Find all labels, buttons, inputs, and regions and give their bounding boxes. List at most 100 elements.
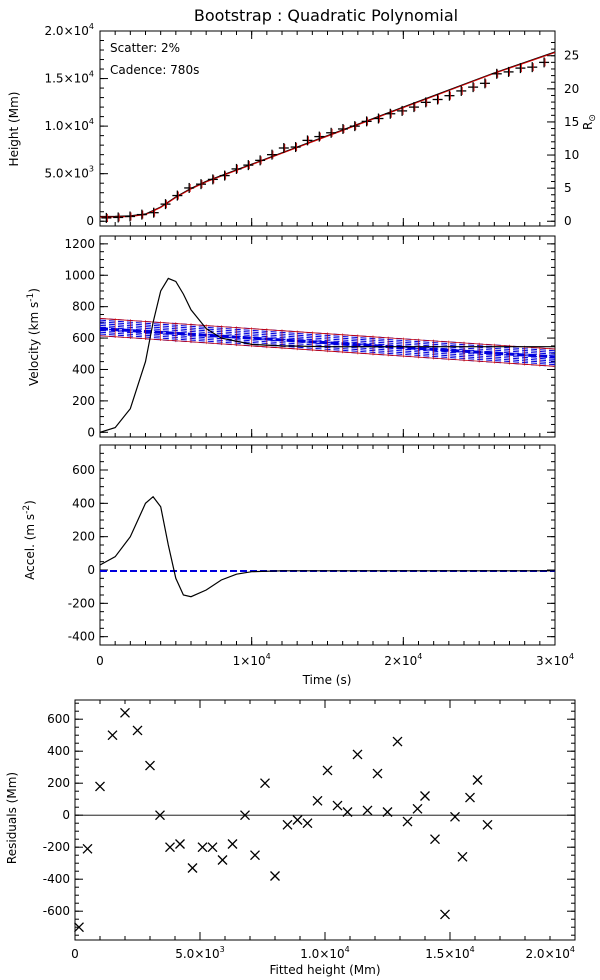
- height-y2tick-label: 5: [564, 181, 572, 195]
- residual-point: [302, 818, 313, 829]
- residual-point: [342, 807, 353, 817]
- velocity-ytick-label: 0: [87, 425, 95, 439]
- acceleration-y-axis-label: Accel. (m s-2): [22, 500, 37, 580]
- height-y2tick-label: 0: [564, 214, 572, 228]
- residual-point-stroke: [95, 781, 105, 792]
- accel-ytick-label: 400: [72, 496, 95, 510]
- height-ytick-label-exp: 4: [89, 117, 94, 126]
- residual-point: [270, 871, 280, 881]
- residual-point-stroke: [197, 842, 208, 853]
- velocity-ytick-label: 1000: [64, 268, 95, 282]
- accel-ytick-label: -200: [68, 596, 95, 610]
- time-xtick-label-base: 0: [96, 654, 104, 668]
- residuals-ytick-label: -200: [43, 840, 70, 854]
- velocity-y-label-main: Velocity (km s: [27, 302, 41, 386]
- residuals-xtick-label-base: 2.0×10: [525, 947, 569, 961]
- residual-point: [145, 760, 155, 771]
- velocity-x-ticks: [99, 236, 556, 437]
- velocity-ytick-label: 600: [72, 331, 95, 345]
- accel-y-label-end: ): [23, 500, 37, 505]
- time-xtick-label-exp: 4: [569, 652, 574, 661]
- velocity-y-label-end: ): [27, 288, 41, 293]
- residual-points: [74, 707, 493, 933]
- residual-point: [430, 834, 440, 845]
- height-ytick-label-base: 5.0×10: [44, 167, 88, 181]
- residual-point-stroke: [227, 839, 238, 849]
- residual-point-stroke: [402, 816, 413, 827]
- height-y-axis-label: Height (Mm): [7, 92, 21, 167]
- residuals-plot-frame: [74, 699, 576, 941]
- residual-point-stroke: [270, 871, 280, 881]
- residual-point-stroke: [240, 810, 250, 821]
- accel-ytick-label: 200: [72, 530, 95, 544]
- acceleration-model-curve: [99, 495, 555, 598]
- residuals-xtick-label-base: 5.0×10: [175, 947, 219, 961]
- residuals-ytick-label: 200: [47, 776, 70, 790]
- residual-point: [95, 781, 105, 792]
- residual-point: [187, 863, 198, 873]
- residuals-x-ticks: 0 5.0×103 1.0×104 1.5×104 2.0×104: [71, 700, 576, 961]
- height-observations: [101, 57, 550, 223]
- residuals-y-axis-label: Residuals (Mm): [5, 772, 19, 864]
- height-ytick-label-exp: 3: [89, 165, 94, 174]
- height-ytick-label-base: 1.0×10: [44, 119, 88, 133]
- residual-point-stroke: [302, 818, 313, 829]
- residual-point-stroke: [132, 725, 143, 736]
- residual-point-stroke: [372, 768, 383, 779]
- height-y2-axis-label-sun: ⊙: [588, 114, 598, 122]
- residual-point: [457, 851, 468, 862]
- velocity-bootstrap-band: [99, 317, 556, 367]
- residual-point: [250, 850, 260, 861]
- residual-point-stroke: [207, 842, 218, 853]
- time-xtick-label: 1×104: [233, 652, 271, 668]
- residual-point-stroke: [260, 778, 270, 789]
- residual-point-stroke: [392, 736, 403, 747]
- accel-ytick-label: -400: [68, 630, 95, 644]
- residual-point-stroke: [250, 850, 260, 861]
- residuals-ytick-label: -600: [43, 904, 70, 918]
- velocity-ytick-label: 800: [72, 300, 95, 314]
- residuals-xtick-label-base: 1.5×10: [425, 947, 469, 961]
- residual-point: [207, 842, 218, 853]
- time-xtick-label: 3×104: [536, 652, 574, 668]
- velocity-y-label-sup: -1: [26, 293, 36, 302]
- residual-point-stroke: [420, 791, 430, 801]
- residual-point-stroke: [332, 800, 343, 811]
- residual-point-stroke: [217, 855, 228, 865]
- residual-point-stroke: [107, 730, 118, 741]
- residuals-ytick-label: 400: [47, 744, 70, 758]
- residual-point: [260, 778, 270, 789]
- height-fit-curve: [99, 52, 556, 218]
- height-ytick-label: 0: [86, 214, 94, 228]
- height-ytick-label: 5.0×103: [44, 165, 94, 181]
- residual-point: [312, 795, 323, 806]
- residual-point-stroke: [457, 851, 468, 862]
- velocity-y-ticks: 0 200 400 600 800 1000 1200: [64, 237, 555, 439]
- height-ytick-label-exp: 4: [89, 22, 94, 31]
- height-plot-frame: [99, 30, 556, 227]
- height-y2tick-label: 25: [564, 49, 579, 63]
- residual-point-stroke: [312, 795, 323, 806]
- height-y2-axis-label: R⊙: [581, 114, 598, 130]
- residual-point: [82, 843, 93, 854]
- accel-y-label-sup: -2: [22, 505, 32, 514]
- residuals-xtick-label-exp: 3: [220, 945, 225, 954]
- residual-point: [322, 765, 333, 776]
- residual-point: [107, 730, 118, 741]
- time-xtick-label-exp: 4: [266, 652, 271, 661]
- residuals-xtick-label: 0: [71, 947, 79, 961]
- residual-point: [382, 807, 393, 817]
- residual-point-stroke: [382, 807, 393, 817]
- residual-point: [440, 909, 450, 920]
- time-xtick-label-base: 3×10: [536, 654, 569, 668]
- residual-point: [472, 775, 483, 785]
- residuals-xtick-label-exp: 4: [470, 945, 475, 954]
- residual-point-stroke: [450, 811, 460, 822]
- time-xtick-label: 2×104: [384, 652, 422, 668]
- time-xtick-label: 0: [96, 654, 104, 668]
- velocity-ytick-label: 200: [72, 394, 95, 408]
- residual-point: [217, 855, 228, 865]
- height-ytick-label: 1.5×104: [44, 70, 94, 86]
- accel-ytick-label: 600: [72, 463, 95, 477]
